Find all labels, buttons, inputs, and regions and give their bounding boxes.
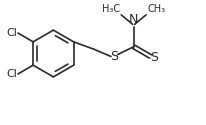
Text: Cl: Cl <box>6 69 17 79</box>
Text: Cl: Cl <box>6 28 17 38</box>
Text: N: N <box>128 13 138 26</box>
Text: S: S <box>109 50 117 63</box>
Text: H₃C: H₃C <box>102 4 120 14</box>
Text: CH₃: CH₃ <box>146 4 164 14</box>
Text: S: S <box>150 51 158 64</box>
